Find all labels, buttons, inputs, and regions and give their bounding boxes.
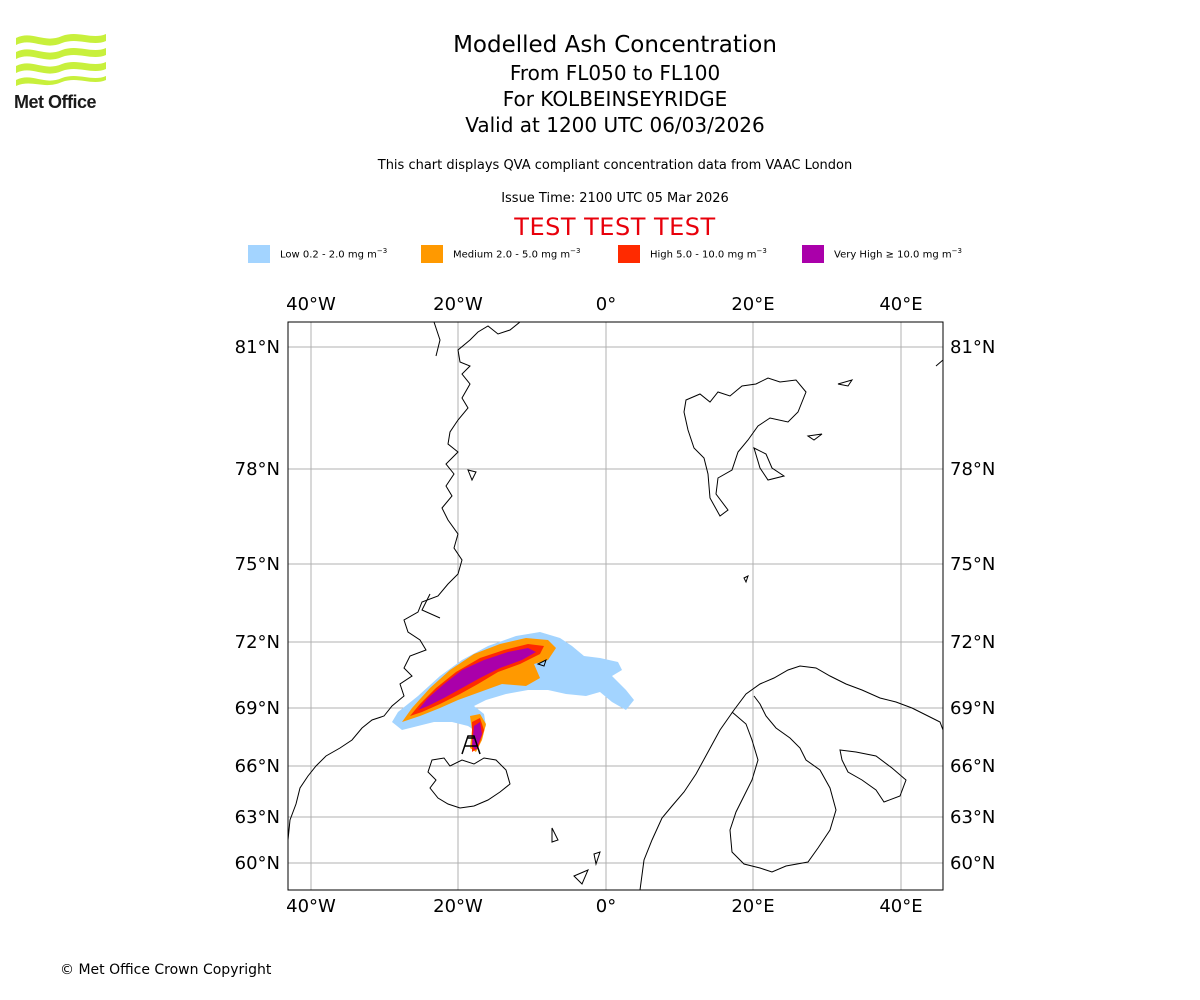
lat-label: 66°N [950, 756, 995, 777]
lat-label: 66°N [235, 756, 280, 777]
chart-title: Modelled Ash Concentration [453, 32, 777, 58]
ash-medium-area [402, 638, 556, 752]
lon-label: 20°W [433, 896, 483, 917]
lon-labels-top: 40°W 20°W 0° 20°E 40°E [286, 294, 922, 315]
lon-label: 40°W [286, 896, 336, 917]
test-banner: TEST TEST TEST [514, 213, 716, 241]
met-office-logo [16, 34, 106, 86]
legend-swatch-medium [421, 245, 443, 263]
lat-label: 60°N [950, 853, 995, 874]
lat-label: 63°N [950, 807, 995, 828]
coast-svalbard [683, 377, 807, 517]
lat-label: 75°N [235, 554, 280, 575]
lon-label: 0° [596, 896, 616, 917]
met-office-wordmark: Met Office [14, 92, 97, 112]
legend-label-very-high: Very High ≥ 10.0 mg m−3 [834, 247, 962, 261]
lat-label: 78°N [950, 459, 995, 480]
map-frame [287, 321, 944, 891]
flight-levels: From FL050 to FL100 [509, 61, 721, 85]
issue-time: Issue Time: 2100 UTC 05 Mar 2026 [501, 191, 729, 206]
lon-label: 20°W [433, 294, 483, 315]
lon-label: 20°E [731, 294, 774, 315]
lat-label: 60°N [235, 853, 280, 874]
lon-label: 0° [596, 294, 616, 315]
lat-label: 78°N [235, 459, 280, 480]
lat-labels-right: 81°N 78°N 75°N 72°N 69°N 66°N 63°N 60°N [950, 337, 995, 874]
valid-time: Valid at 1200 UTC 06/03/2026 [465, 113, 765, 137]
legend-label-low: Low 0.2 - 2.0 mg m−3 [280, 247, 388, 261]
legend-swatch-high [618, 245, 640, 263]
ash-plume [392, 632, 634, 752]
lat-labels-left: 81°N 78°N 75°N 72°N 69°N 66°N 63°N 60°N [235, 337, 280, 874]
coastlines [288, 322, 943, 890]
coast-scandinavia [639, 665, 943, 890]
coast-iceland [427, 757, 511, 809]
chart-description: This chart displays QVA compliant concen… [377, 158, 853, 173]
lon-labels-bottom: 40°W 20°W 0° 20°E 40°E [286, 896, 922, 917]
ash-very-high-area [418, 648, 536, 750]
lat-label: 72°N [950, 632, 995, 653]
lat-label: 81°N [950, 337, 995, 358]
copyright-notice: © Met Office Crown Copyright [60, 962, 272, 978]
legend-label-high: High 5.0 - 10.0 mg m−3 [650, 247, 767, 261]
lat-label: 69°N [235, 698, 280, 719]
concentration-legend: Low 0.2 - 2.0 mg m−3 Medium 2.0 - 5.0 mg… [0, 243, 1200, 265]
legend-swatch-very-high [802, 245, 824, 263]
legend-label-medium: Medium 2.0 - 5.0 mg m−3 [453, 247, 581, 261]
lat-label: 63°N [235, 807, 280, 828]
lon-label: 40°W [286, 294, 336, 315]
chart-title-block: Modelled Ash Concentration From FL050 to… [315, 30, 915, 138]
lat-label: 69°N [950, 698, 995, 719]
coast-greenland [288, 322, 521, 890]
lat-label: 81°N [235, 337, 280, 358]
lon-label: 20°E [731, 896, 774, 917]
lat-label: 75°N [950, 554, 995, 575]
location-name: For KOLBEINSEYRIDGE [502, 87, 728, 111]
lon-label: 40°E [879, 294, 922, 315]
graticule [288, 322, 943, 890]
lon-label: 40°E [879, 896, 922, 917]
volcano-marker [461, 735, 481, 755]
lat-label: 72°N [235, 632, 280, 653]
legend-swatch-low [248, 245, 270, 263]
